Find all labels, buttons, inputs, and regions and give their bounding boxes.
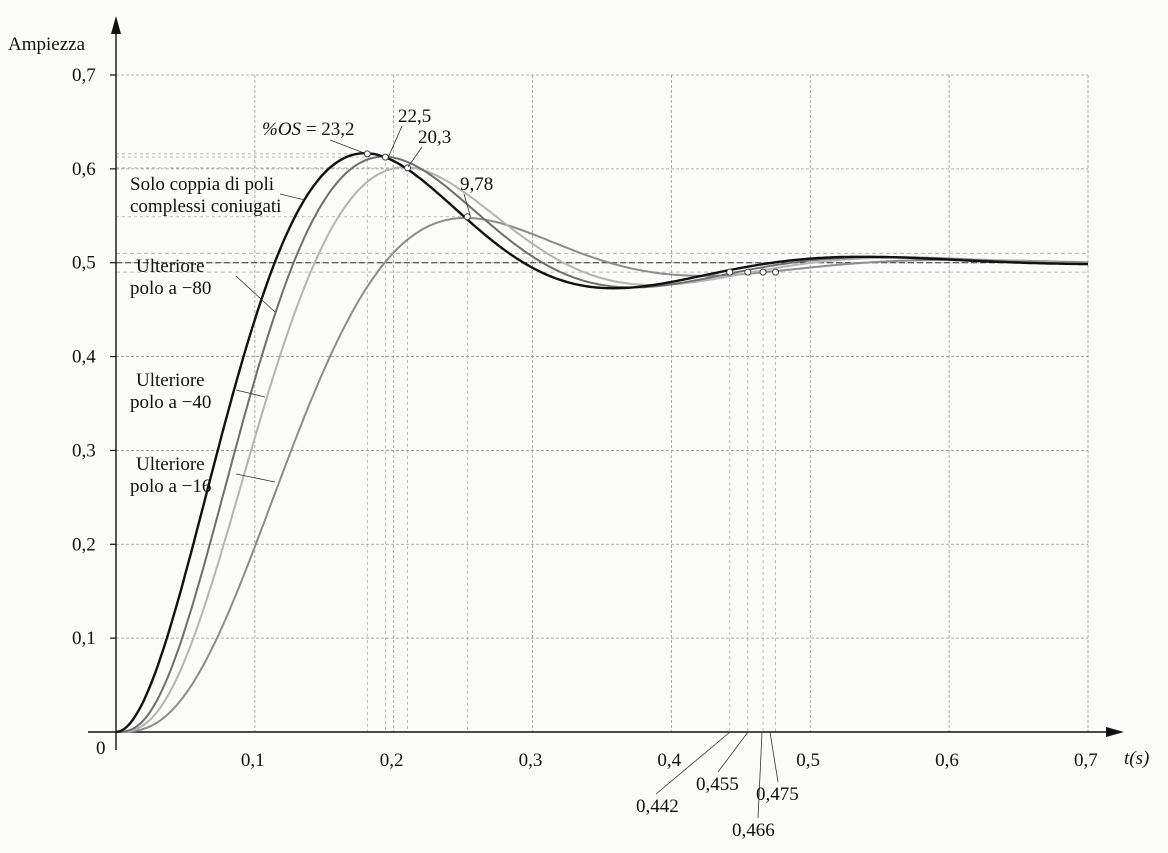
settling-marker: [726, 268, 734, 276]
markers: [363, 150, 780, 276]
curve-label: polo a −40: [130, 392, 211, 413]
settling-marker: [759, 268, 767, 276]
reference-lines: [116, 153, 1088, 732]
os-label: %OS = 23,2: [262, 119, 355, 140]
y-tick-label: 0,7: [72, 65, 96, 86]
os-leader-line: [329, 139, 365, 154]
x-tick-label: 0,6: [935, 750, 959, 771]
curve-leader-line: [235, 389, 266, 398]
curves: [115, 152, 1089, 734]
os-leader-line: [463, 193, 471, 216]
x-tick-label: 0,1: [241, 750, 265, 771]
curve-pole-16: [116, 216, 1089, 733]
x-tick-label: 0,3: [519, 750, 543, 771]
os-leader-line: [387, 125, 403, 159]
y-tick-label: 0,3: [72, 440, 96, 461]
curve-leader-line: [279, 193, 306, 201]
y-tick-label: 0,4: [72, 347, 96, 368]
settling-leader-line: [717, 731, 749, 773]
x-tick-label: 0,7: [1074, 750, 1098, 771]
curve-label: complessi coniugati: [130, 196, 281, 217]
curve-label: Ulteriore: [136, 454, 205, 475]
y-tick-label: 0,2: [72, 534, 96, 555]
settling-label: 0,466: [732, 820, 775, 841]
os-leader-line: [407, 146, 423, 168]
curve-second-order: [115, 152, 1088, 734]
curve-label: Solo coppia di poli: [130, 174, 274, 195]
os-label: 22,5: [398, 106, 431, 127]
curve-leader-line: [235, 275, 276, 313]
x-axis-arrow-icon: [1106, 727, 1124, 737]
curve-label: polo a −16: [130, 476, 211, 497]
settling-label: 0,475: [756, 784, 799, 805]
x-tick-label: 0,2: [380, 750, 404, 771]
peak-marker: [404, 164, 412, 172]
origin-label: 0: [96, 738, 106, 759]
os-label: 20,3: [418, 127, 451, 148]
x-axis-label: t(s): [1124, 748, 1149, 769]
axes: Ampiezza t(s) 0: [8, 16, 1149, 769]
x-tick-label: 0,4: [657, 750, 681, 771]
y-tick-label: 0,6: [72, 159, 96, 180]
tick-labels: 0,1 0,2 0,3 0,4 0,5 0,6 0,7 0,1 0,2 0,3 0,4 0,5 0,6 0…: [72, 65, 1098, 771]
settling-leader-line: [769, 731, 779, 783]
peak-marker: [363, 150, 371, 158]
x-tick-label: 0,5: [796, 750, 820, 771]
y-axis-arrow-icon: [111, 16, 121, 34]
peak-marker: [463, 213, 471, 221]
curve-label: polo a −80: [130, 278, 211, 299]
settling-label: 0,455: [696, 774, 739, 795]
settling-marker: [744, 268, 752, 276]
curve-label: Ulteriore: [136, 256, 205, 277]
os-label: 9,78: [460, 174, 493, 195]
settling-label: 0,442: [636, 796, 679, 817]
curve-leader-line: [235, 473, 276, 483]
curve-pole-40: [116, 166, 1089, 733]
y-axis-label: Ampiezza: [8, 34, 86, 55]
y-tick-label: 0,5: [72, 253, 96, 274]
y-tick-label: 0,1: [72, 628, 96, 649]
settling-marker: [772, 268, 780, 276]
curve-pole-80: [116, 155, 1088, 733]
settling-leader-line: [757, 731, 763, 819]
settling-leader-line: [655, 731, 731, 795]
curve-label: Ulteriore: [136, 370, 205, 391]
peak-marker: [381, 153, 389, 161]
